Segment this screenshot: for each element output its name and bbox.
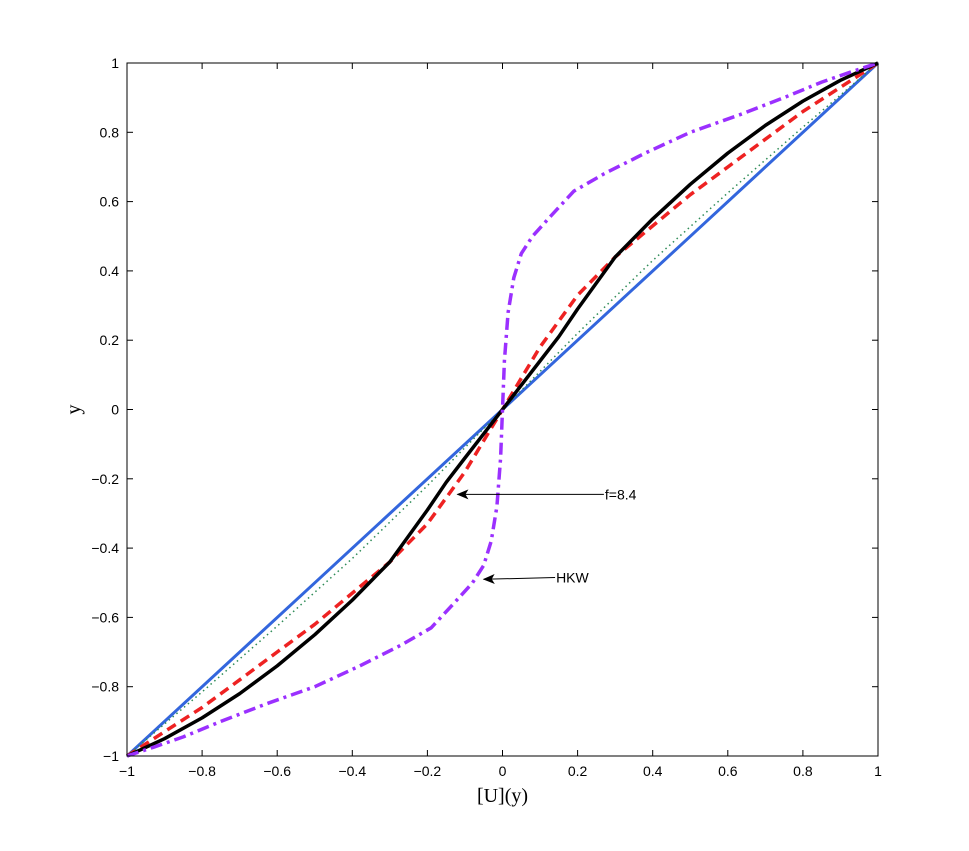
x-tick-label: −0.4	[338, 763, 366, 779]
y-tick-label: 1	[111, 55, 119, 71]
y-tick-label: 0.6	[100, 194, 120, 210]
x-tick-label: −0.8	[188, 763, 216, 779]
x-tick-label: 0.8	[793, 763, 813, 779]
y-tick-label: 0.2	[100, 332, 120, 348]
y-tick-label: −0.4	[91, 540, 119, 556]
y-tick-label: −0.8	[91, 679, 119, 695]
y-axis-label: y	[63, 405, 85, 415]
x-tick-label: −0.6	[263, 763, 291, 779]
tick-layer: −1 −0.8 −0.6 −0.4 −0.2 0 0.2 0.4 0.6 0.8 1 −1 −0.8 −0…	[91, 55, 882, 779]
x-tick-label: −1	[119, 763, 135, 779]
y-tick-label: 0	[111, 402, 119, 418]
y-tick-label: 0.4	[100, 263, 120, 279]
y-tick-label: −0.6	[91, 609, 119, 625]
annotation-label-2: HKW	[556, 570, 589, 586]
x-tick-label: −0.2	[414, 763, 442, 779]
annotation-layer: f=8.4 HKW	[456, 486, 637, 586]
x-tick-label: 0.2	[568, 763, 588, 779]
annotation-arrow-2	[482, 574, 556, 585]
series-layer	[125, 61, 880, 758]
y-tick-label: −0.2	[91, 471, 119, 487]
x-tick-label: 0.4	[643, 763, 663, 779]
x-tick-label: 1	[874, 763, 882, 779]
series-line-4	[126, 61, 879, 758]
x-axis-label: [U](y)	[477, 785, 528, 807]
x-tick-label: 0.6	[718, 763, 738, 779]
annotation-label-1: f=8.4	[605, 486, 637, 502]
series-line-5	[126, 61, 879, 758]
y-tick-label: −1	[103, 748, 119, 764]
y-tick-label: 0.8	[100, 124, 120, 140]
x-tick-label: 0	[499, 763, 507, 779]
